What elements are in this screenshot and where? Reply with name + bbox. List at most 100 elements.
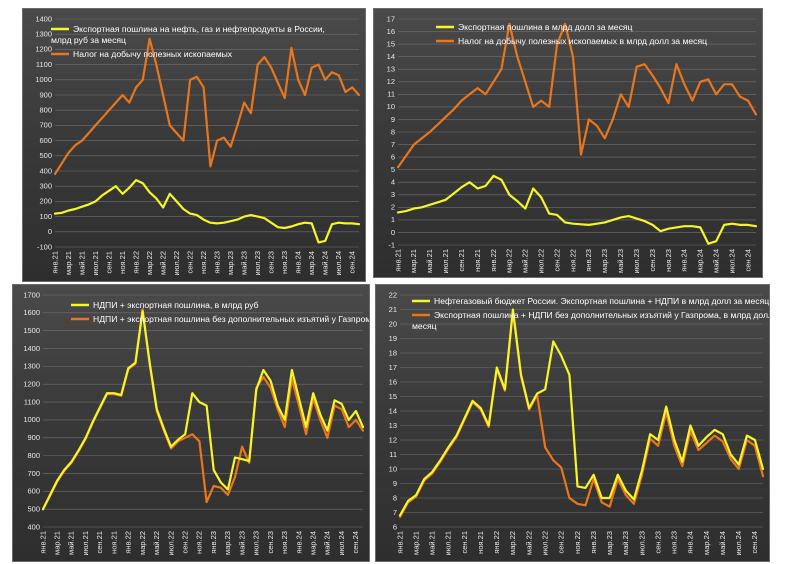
series-line-1 xyxy=(396,174,758,245)
y-tick-label: 1000 xyxy=(23,415,40,424)
x-tick-label: мар.21 xyxy=(53,531,62,555)
y-tick-label: 1400 xyxy=(35,14,52,23)
x-tick-label: ноя.21 xyxy=(109,531,118,554)
x-tick-label: сен.23 xyxy=(648,249,657,272)
x-tick-label: янв.21 xyxy=(38,531,47,554)
x-tick-label: май.22 xyxy=(158,251,167,275)
gridlines xyxy=(43,294,363,528)
x-tick-label: май.21 xyxy=(67,531,76,555)
x-tick-label: июл.21 xyxy=(444,531,453,555)
y-tick-label: 0 xyxy=(48,227,52,236)
y-tick-label: 1500 xyxy=(23,326,40,335)
y-tick-label: 15 xyxy=(389,392,397,401)
x-tick-label: ноя.23 xyxy=(280,531,289,554)
x-tick-label: ноя.23 xyxy=(280,251,289,274)
y-tick-label: 16 xyxy=(387,27,395,36)
chart-panel-export-duty-rub: -100 0 100 200 300 400 500 600 700 800 900 1000 1100… xyxy=(22,8,366,282)
x-tick-label: май.22 xyxy=(152,531,161,555)
x-tick-label: янв.23 xyxy=(584,249,593,272)
x-tick-label: ноя.22 xyxy=(568,249,577,272)
chart-budget-usd: 6 7 8 9 10 11 12 13 14 15 16 17 18 19 20 21 22 янв.21 мар.… xyxy=(389,290,769,555)
x-tick-label: сен.24 xyxy=(750,531,759,554)
x-tick-label: янв.23 xyxy=(209,531,218,554)
y-tick-label: 1300 xyxy=(35,30,52,39)
x-tick-label: сен.22 xyxy=(557,531,566,554)
y-tick-label: 1400 xyxy=(23,344,40,353)
x-tick-label: янв.24 xyxy=(294,531,303,554)
x-tick-label: июл.22 xyxy=(541,531,550,555)
y-tick-label: 900 xyxy=(39,90,52,99)
y-tick-label: 19 xyxy=(389,334,397,343)
x-tick-label: сен.24 xyxy=(743,249,752,272)
legend-label: Налог на добычу полезных ископаемых xyxy=(73,49,233,59)
x-tick-label: мар.24 xyxy=(702,531,711,555)
x-tick-label: май.22 xyxy=(524,531,533,555)
x-tick-label: июл.23 xyxy=(253,251,262,275)
x-tick-label: мар.22 xyxy=(505,249,514,273)
y-tick-label: 14 xyxy=(387,52,395,61)
x-tick-label: сен.24 xyxy=(351,531,360,554)
y-tick-label: 1300 xyxy=(23,362,40,371)
x-tick-label: май.21 xyxy=(77,251,86,275)
x-tick-label: май.24 xyxy=(321,251,330,275)
y-tick-label: 1700 xyxy=(23,290,40,299)
x-tick-label: июл.23 xyxy=(252,531,261,555)
x-tick-label: мар.21 xyxy=(411,531,420,555)
x-tick-label: май.24 xyxy=(712,249,721,273)
y-tick-label: -1 xyxy=(388,240,395,249)
x-tick-label: янв.22 xyxy=(492,531,501,554)
y-tick-label: 10 xyxy=(387,102,395,111)
x-tick-label: сен.22 xyxy=(185,251,194,274)
y-tick-label: 13 xyxy=(389,421,397,430)
y-tick-label: 6 xyxy=(391,152,395,161)
x-tick-label: мар.23 xyxy=(226,251,235,275)
x-tick-label: июл.24 xyxy=(727,249,736,273)
x-tick-label: сен.24 xyxy=(348,251,357,274)
y-tick-label: 700 xyxy=(39,121,52,130)
x-tick-label: июл.21 xyxy=(91,251,100,275)
y-tick-label: 16 xyxy=(389,377,397,386)
x-tick-label: сен.21 xyxy=(457,249,466,272)
legend-label: Нефтегазовый бюджет России. Экспортная п… xyxy=(434,296,769,306)
y-tick-label: 11 xyxy=(387,90,395,99)
series-line-1 xyxy=(398,308,765,517)
y-tick-label: 800 xyxy=(27,451,40,460)
y-tick-label: 13 xyxy=(387,65,395,74)
x-tick-label: янв.24 xyxy=(686,531,695,554)
x-tick-label: мар.23 xyxy=(600,249,609,273)
x-tick-label: мар.22 xyxy=(145,251,154,275)
x-tick-label: ноя.21 xyxy=(473,249,482,272)
y-tick-label: 1100 xyxy=(24,397,40,406)
legend-label: Экспортная пошлина в млрд долл за месяц xyxy=(458,22,633,32)
y-tick-label: 21 xyxy=(389,305,397,314)
x-tick-label: май.23 xyxy=(616,249,625,273)
legend: НДПИ + экспортная пошлина, в млрд руб НДП… xyxy=(71,300,369,324)
legend-label: Экспортная пошлина на нефть, газ и нефте… xyxy=(51,24,325,45)
x-tick-label: мар.21 xyxy=(409,249,418,273)
y-tick-label: 3 xyxy=(391,190,395,199)
x-tick-label: янв.21 xyxy=(393,249,402,272)
x-tick-label: сен.21 xyxy=(460,531,469,554)
series-line-1 xyxy=(53,179,361,244)
x-tick-label: ноя.22 xyxy=(195,531,204,554)
y-tick-label: 4 xyxy=(391,178,395,187)
y-tick-label: 8 xyxy=(391,127,395,136)
y-tick-label: 0 xyxy=(391,228,395,237)
x-tick-label: мар.21 xyxy=(64,251,73,275)
y-tick-label: 1600 xyxy=(23,308,40,317)
legend: Экспортная пошлина на нефть, газ и нефте… xyxy=(51,24,325,59)
x-tick-label: янв.24 xyxy=(294,251,303,274)
x-tick-label: май.21 xyxy=(425,249,434,273)
x-tick-label: ноя.23 xyxy=(664,249,673,272)
chart-panel-export-duty-usd: -1 0 1 2 3 4 5 6 7 8 9 10 11 12 13 14 15 16 17 янв.21 мар.21… xyxy=(373,8,763,278)
x-tick-label: мар.23 xyxy=(223,531,232,555)
x-tick-label: мар.24 xyxy=(309,531,318,555)
legend-label: НДПИ + экспортная пошлина, в млрд руб xyxy=(93,300,259,310)
x-tick-label: июл.24 xyxy=(334,251,343,275)
x-tick-label: сен.22 xyxy=(552,249,561,272)
y-tick-label: 7 xyxy=(391,140,395,149)
legend: Нефтегазовый бюджет России. Экспортная п… xyxy=(412,296,769,331)
y-tick-label: 20 xyxy=(389,319,397,328)
x-tick-label: янв.21 xyxy=(50,251,59,274)
y-tick-label: 17 xyxy=(387,14,395,23)
